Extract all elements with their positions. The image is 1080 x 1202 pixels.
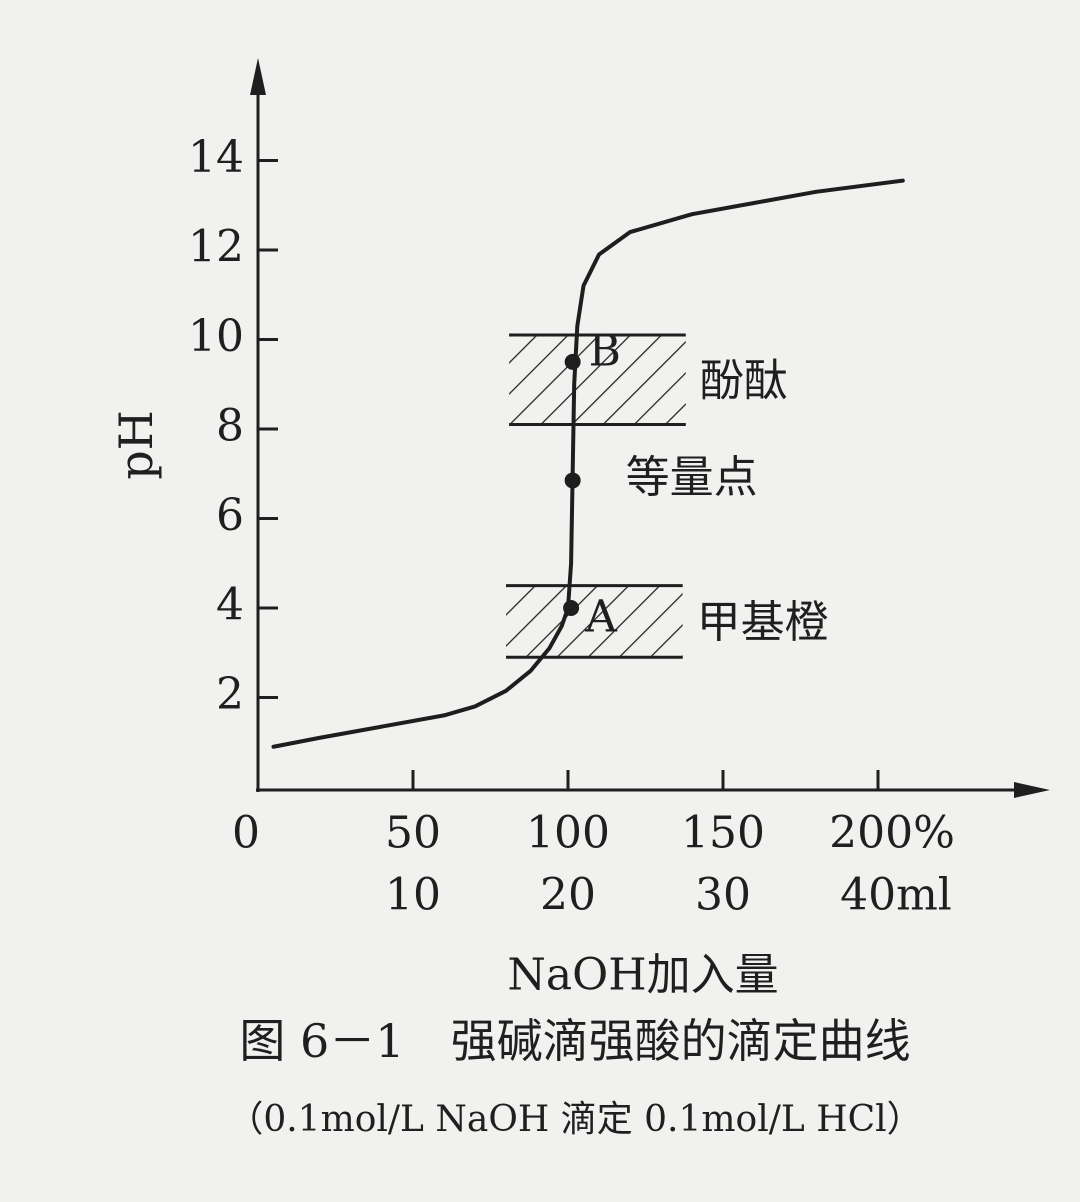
- x-tick-label: 100: [526, 808, 610, 859]
- chart-subtitle: （0.1mol/L NaOH 滴定 0.1mol/L HCl）: [227, 1099, 922, 1140]
- y-tick-label: 8: [216, 401, 244, 452]
- x2-tick-label: 30: [695, 870, 751, 921]
- x-axis-label: NaOH加入量: [507, 950, 778, 1001]
- curve-point: [564, 353, 581, 370]
- range-label: 酚酞: [700, 355, 788, 406]
- x2-tick-label: 20: [540, 870, 596, 921]
- curve-point: [563, 600, 580, 616]
- y-axis-arrow: [250, 58, 266, 95]
- y-axis-label: pH: [109, 410, 163, 480]
- x-tick-label: 200%: [829, 808, 955, 859]
- x2-tick-label: 40ml: [840, 870, 952, 921]
- titration-curve: [271, 178, 905, 749]
- indicator-range: [506, 585, 683, 658]
- indicator-range: [509, 335, 686, 425]
- y-tick-label: 2: [216, 669, 244, 720]
- chart-title: 图 6－1 强碱滴强酸的滴定曲线: [239, 1014, 910, 1068]
- point-label: A: [584, 592, 618, 643]
- y-tick-label: 12: [188, 222, 244, 273]
- y-tick-label: 10: [188, 311, 244, 362]
- y-tick-label: 4: [216, 580, 244, 631]
- x2-tick-label: 10: [385, 870, 441, 921]
- x-tick-label: 50: [385, 808, 441, 859]
- x-tick-label: 0: [232, 808, 260, 859]
- x-axis-arrow: [1014, 782, 1050, 798]
- point-label: B: [589, 325, 621, 376]
- y-tick-label: 6: [216, 490, 244, 541]
- y-tick-label: 14: [188, 132, 244, 183]
- range-label: 甲基橙: [697, 597, 829, 648]
- point-label: 等量点: [626, 452, 758, 503]
- curve-point: [564, 472, 581, 489]
- x-tick-label: 150: [681, 808, 765, 859]
